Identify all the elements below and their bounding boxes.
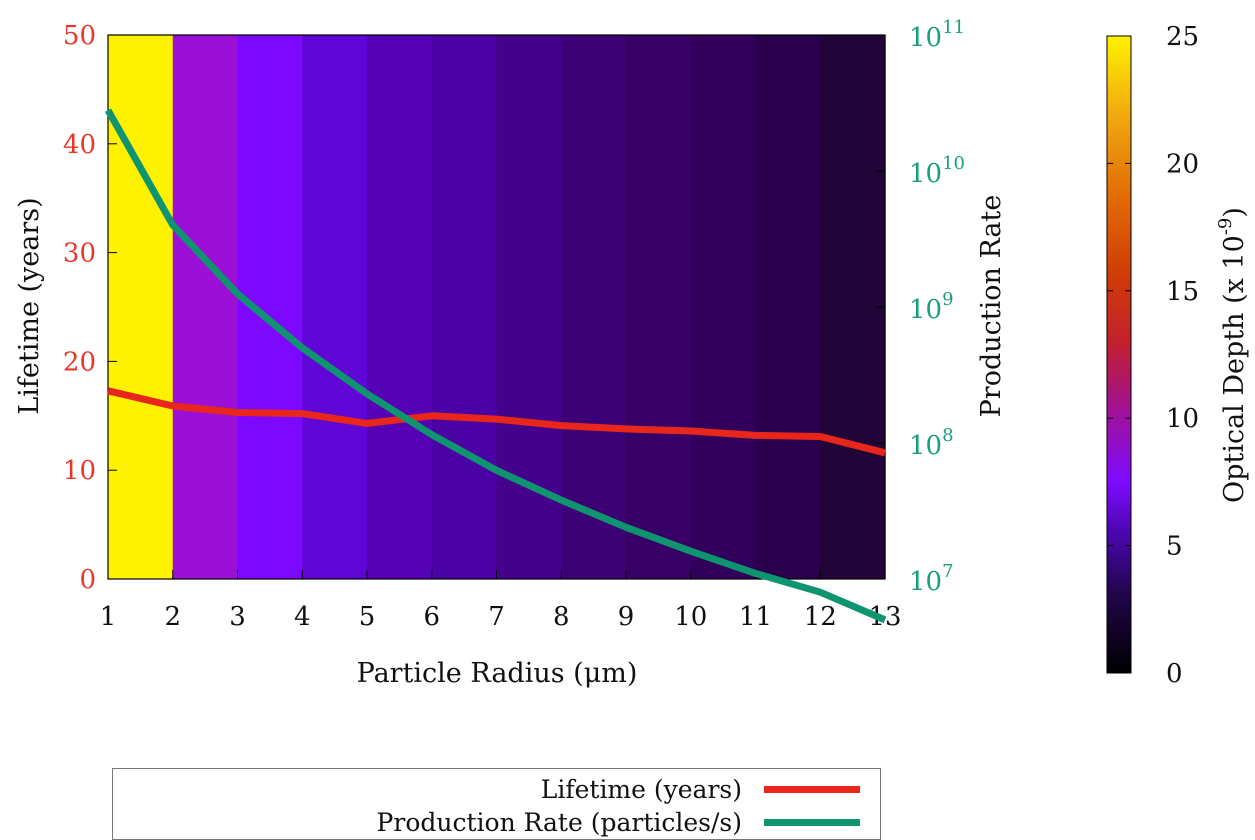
x-axis-label: Particle Radius (μm)	[357, 658, 638, 689]
right-axis: 107 108 109 1010 1011	[876, 17, 965, 597]
heatmap-band-6	[431, 35, 498, 579]
legend-entry-production-rate: Production Rate (particles/s)	[377, 807, 860, 837]
x-tick-label: 9	[618, 602, 635, 632]
right-tick-label: 108	[909, 425, 954, 461]
legend-label-production-rate: Production Rate (particles/s)	[376, 807, 742, 837]
x-tick-label: 10	[674, 602, 707, 632]
legend-swatch-production-rate	[764, 818, 860, 826]
heatmap-band-1	[108, 35, 174, 579]
right-tick-label: 1010	[909, 153, 965, 189]
colorbar-axis: 0 5 10 15 20 25	[1107, 22, 1199, 689]
right-tick-label: 109	[909, 289, 954, 325]
heatmap-band-8	[561, 35, 627, 579]
heatmap-band-3	[237, 35, 303, 579]
left-axis-label: Lifetime (years)	[14, 197, 45, 414]
left-tick-label: 40	[63, 130, 96, 160]
series-layer	[104, 108, 887, 624]
right-tick-label: 1011	[909, 17, 965, 53]
x-tick-label: 11	[739, 602, 772, 632]
left-tick-label: 0	[79, 565, 96, 595]
left-tick-label: 10	[63, 456, 96, 486]
x-tick-label: 12	[804, 602, 837, 632]
left-tick-label: 30	[63, 239, 96, 269]
colorbar-tick-label: 25	[1166, 22, 1199, 52]
legend-swatch-lifetime	[764, 785, 860, 793]
legend: Lifetime (years) Production Rate (partic…	[112, 768, 881, 840]
heatmap-bands	[108, 35, 886, 579]
colorbar-tick-label: 0	[1166, 659, 1183, 689]
colorbar	[1106, 35, 1132, 674]
left-tick-label: 50	[63, 21, 96, 51]
heatmap-band-5	[367, 35, 433, 579]
x-axis: 1 2 3 4 5 6 7 8 9 10 11 12 13	[100, 570, 902, 632]
x-tick-label: 8	[553, 602, 570, 632]
x-tick-label: 4	[294, 602, 311, 632]
heatmap-band-4	[302, 35, 368, 579]
x-tick-label: 5	[359, 602, 376, 632]
x-tick-label: 7	[488, 602, 505, 632]
right-tick-label: 107	[909, 561, 954, 597]
colorbar-tick-label: 15	[1166, 277, 1199, 307]
left-axis: 0 10 20 30 40 50	[63, 21, 117, 595]
heatmap-band-11	[755, 35, 821, 579]
heatmap-band-9	[626, 35, 692, 579]
x-tick-label: 3	[229, 602, 246, 632]
x-tick-label: 1	[100, 602, 117, 632]
colorbar-tick-label: 5	[1166, 532, 1183, 562]
heatmap-band-2	[172, 35, 239, 579]
colorbar-tick-label: 10	[1166, 404, 1199, 434]
colorbar-label: Optical Depth (x 10-9)	[1215, 207, 1250, 503]
x-tick-label: 2	[164, 602, 181, 632]
right-axis-label: Production Rate	[976, 195, 1007, 418]
x-tick-label: 6	[423, 602, 440, 632]
left-tick-label: 20	[63, 347, 96, 377]
colorbar-tick-label: 20	[1166, 149, 1199, 179]
heatmap-band-10	[690, 35, 757, 579]
series-line-production-rate	[104, 108, 887, 624]
heatmap-band-12	[820, 35, 886, 579]
series-line-lifetime	[107, 387, 886, 457]
legend-label-lifetime: Lifetime (years)	[540, 774, 742, 804]
legend-entry-lifetime: Lifetime (years)	[541, 774, 860, 804]
